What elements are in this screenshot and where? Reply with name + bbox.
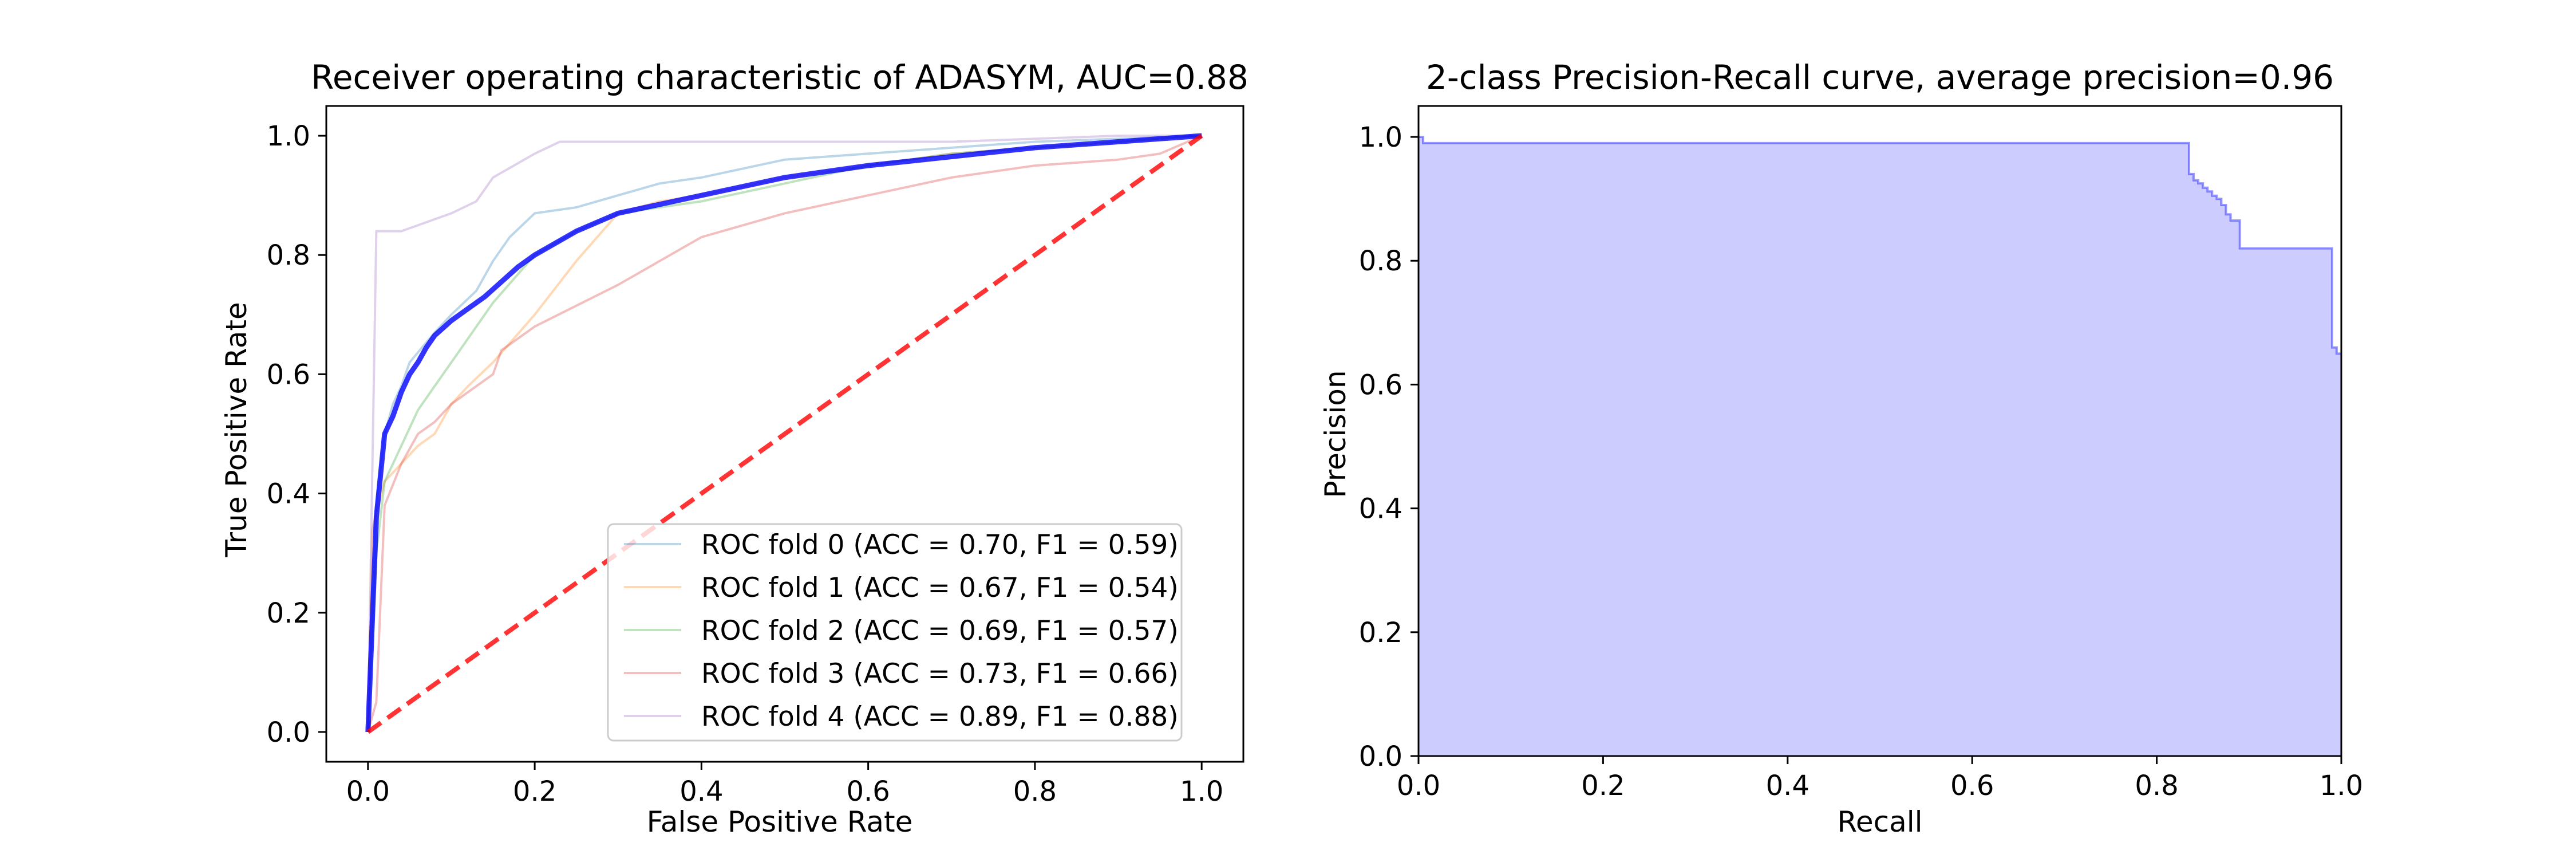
pr-y-tick-label: 0.2: [1359, 617, 1402, 649]
pr-y-ticks: 0.0 0.2 0.4 0.6 0.8 1.0: [1359, 121, 1419, 773]
pr-step-line: [1419, 136, 2341, 355]
roc-fold-0-line: [366, 135, 1202, 733]
pr-x-axis-label: Recall: [1837, 805, 1922, 839]
roc-x-tick-label: 0.2: [513, 776, 556, 808]
roc-x-axis-label: False Positive Rate: [647, 805, 913, 839]
mean-roc-line: [365, 133, 1202, 733]
roc-y-tick-label: 1.0: [267, 120, 310, 152]
legend-box: [607, 523, 1183, 742]
pr-x-tick-label: 0.0: [1397, 770, 1440, 802]
pr-title: 2-class Precision-Recall curve, average …: [1426, 58, 2334, 97]
roc-x-tick-label: 0.0: [346, 776, 390, 808]
roc-fold-3-line: [366, 135, 1202, 733]
pr-plot-area: [1419, 136, 2341, 756]
pr-x-tick-label: 0.6: [1950, 770, 1994, 802]
legend-label-fold-3: ROC fold 3 (ACC = 0.73, F1 = 0.66): [701, 658, 1179, 690]
roc-y-tick-label: 0.4: [267, 478, 310, 510]
pr-y-tick-label: 0.6: [1359, 369, 1402, 401]
roc-x-tick-label: 0.6: [846, 776, 890, 808]
pr-axes-border: [1417, 105, 2342, 757]
legend-entries: ROC fold 0 (ACC = 0.70, F1 = 0.59) ROC fo…: [624, 529, 1179, 733]
roc-y-tick-label: 0.0: [267, 717, 310, 749]
legend-label-fold-0: ROC fold 0 (ACC = 0.70, F1 = 0.59): [701, 529, 1179, 561]
roc-axes-frame: [325, 105, 1244, 763]
roc-x-tick-label: 0.8: [1013, 776, 1057, 808]
roc-x-tick-label: 1.0: [1180, 776, 1223, 808]
roc-y-tick-label: 0.6: [267, 359, 310, 391]
chance-diagonal-line: [366, 133, 1203, 734]
roc-y-tick-label: 0.2: [267, 597, 310, 629]
roc-axes-border: [325, 105, 1244, 763]
legend-label-fold-2: ROC fold 2 (ACC = 0.69, F1 = 0.57): [701, 615, 1179, 647]
roc-y-axis-label: True Positive Rate: [220, 302, 253, 557]
pr-area-fill: [1419, 137, 2341, 756]
pr-x-tick-label: 0.4: [1766, 770, 1809, 802]
roc-plot-area: [365, 133, 1203, 734]
pr-x-tick-label: 0.8: [2135, 770, 2178, 802]
pr-axes-frame: [1417, 105, 2342, 757]
pr-x-tick-label: 1.0: [2320, 770, 2363, 802]
roc-y-tick-label: 0.8: [267, 239, 310, 271]
pr-y-tick-label: 0.8: [1359, 245, 1402, 277]
pr-x-tick-label: 0.2: [1581, 770, 1625, 802]
roc-legend: ROC fold 0 (ACC = 0.70, F1 = 0.59) ROC fo…: [607, 523, 1183, 742]
pr-y-tick-label: 0.4: [1359, 493, 1402, 525]
roc-title: Receiver operating characteristic of ADA…: [311, 58, 1249, 97]
roc-fold-4-line: [366, 135, 1202, 733]
pr-y-tick-label: 1.0: [1359, 121, 1402, 153]
roc-x-tick-label: 0.4: [679, 776, 723, 808]
roc-chart: Receiver operating characteristic of ADA…: [220, 58, 1249, 839]
legend-label-fold-4: ROC fold 4 (ACC = 0.89, F1 = 0.88): [701, 701, 1179, 733]
pr-chart: 2-class Precision-Recall curve, average …: [1319, 58, 2363, 839]
roc-x-ticks: 0.0 0.2 0.4 0.6 0.8 1.0: [346, 762, 1223, 808]
legend-label-fold-1: ROC fold 1 (ACC = 0.67, F1 = 0.54): [701, 572, 1179, 604]
pr-x-ticks: 0.0 0.2 0.4 0.6 0.8 1.0: [1397, 756, 2363, 802]
roc-y-ticks: 0.0 0.2 0.4 0.6 0.8 1.0: [267, 120, 326, 749]
pr-y-tick-label: 0.0: [1359, 741, 1402, 773]
pr-y-axis-label: Precision: [1319, 370, 1352, 498]
